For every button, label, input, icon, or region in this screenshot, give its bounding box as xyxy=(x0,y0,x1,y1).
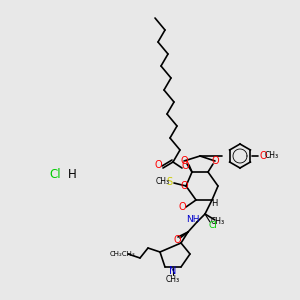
Text: CH₃: CH₃ xyxy=(156,178,170,187)
Text: N: N xyxy=(169,266,177,276)
Text: O: O xyxy=(173,235,181,245)
Text: O: O xyxy=(259,151,267,161)
Text: CH₂CH₃: CH₂CH₃ xyxy=(109,251,135,257)
Text: O: O xyxy=(211,156,219,166)
Text: CH₃: CH₃ xyxy=(166,274,180,284)
Text: H: H xyxy=(211,199,217,208)
Text: O: O xyxy=(180,156,188,166)
Text: CH₃: CH₃ xyxy=(211,218,225,226)
Text: Cl: Cl xyxy=(208,220,217,230)
Text: O: O xyxy=(181,161,189,171)
Text: Cl: Cl xyxy=(49,169,61,182)
Text: O: O xyxy=(180,181,188,191)
Text: O: O xyxy=(154,160,162,170)
Text: CH₃: CH₃ xyxy=(265,152,279,160)
Text: S: S xyxy=(166,177,172,187)
Text: H: H xyxy=(68,169,76,182)
Text: NH: NH xyxy=(186,215,200,224)
Text: O: O xyxy=(178,202,186,212)
